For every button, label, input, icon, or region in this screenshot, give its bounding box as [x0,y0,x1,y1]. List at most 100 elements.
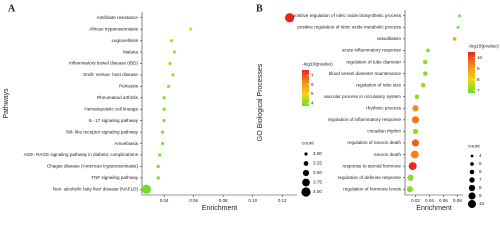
size-legend-dot [301,187,311,197]
size-legend-dot [302,169,310,177]
size-legend-title: count [302,140,314,146]
color-tick-label: 8 [477,77,480,82]
y-tick-label: response to steroid hormone [343,163,402,168]
x-tick-label: 0.04 [160,198,169,203]
y-tick-label: Graft- versus- host disease [83,72,139,77]
point [420,82,426,88]
point [422,59,428,65]
size-legend-label: 3.50 [313,170,322,175]
y-tick-label: regulation of tube diameter [346,59,401,64]
point [414,94,420,99]
x-tick-label: 0.06 [189,198,198,203]
point [456,25,460,29]
x-tick-label: 0.08 [219,198,228,203]
y-tick-label: Chagas disease (American trypanosomiasis… [47,164,139,169]
size-legend-dot [469,177,475,183]
point [158,153,162,157]
point [285,13,295,23]
y-tick-label: Pertussis [119,84,139,89]
point [411,116,420,124]
color-tick-label: 9 [477,66,480,71]
size-legend-label: 6 [479,169,482,174]
y-tick-label: circadian rhythm [367,129,401,134]
x-tick-label: 0.06 [439,198,448,203]
point [169,38,174,43]
point [412,105,419,112]
size-legend-dot [469,169,475,175]
x-axis-title: Enrichment [416,205,451,212]
size-legend-label: 3.25 [313,161,322,166]
y-tick-label: Inflammatory bowel disease (IBD) [69,61,138,66]
color-tick-label: 10 [477,55,483,60]
point [162,107,166,111]
y-tick-label: blood vessel diameter maintenance [329,71,402,76]
size-legend-dot [468,184,476,192]
color-tick-label: 5 [311,91,314,96]
point [408,162,417,171]
size-legend-dot [470,162,474,166]
point [141,184,152,194]
y-tick-label: acute inflammatory response [342,48,401,53]
point [172,50,177,54]
point [156,176,160,180]
point [407,174,414,181]
size-legend-label: 10 [479,201,485,206]
chart: A Pathways Enrichment 0.04 0.06 0.08 0.10 0.12 A… [3,3,499,212]
y-tick-label: Malaria [123,49,139,54]
point [412,128,419,135]
y-axis-title: Pathways [3,88,10,119]
y-tick-label: Legionellosis [111,38,138,43]
point [162,119,166,123]
size-legend-label: 5 [479,161,482,166]
y-tick-label: rhythmic process [366,106,401,111]
y-tick-label: regulation of neuron death [347,140,401,145]
point [161,141,165,146]
x-axis-title: Enrichment [202,205,237,212]
y-tick-label: AGE- RAGE signaling pathway in diabetic … [24,152,139,157]
y-tick-label: Hematopoietic cell lineage [84,106,138,111]
y-tick-label: regulation of tube size [356,82,401,87]
y-tick-label: neuron death [374,152,402,157]
x-tick-label: 0.10 [248,198,257,203]
point [406,186,414,193]
size-legend-label: 3.75 [313,180,322,185]
size-legend-dot [303,161,309,166]
y-tick-label: Non- alcoholic fatty liver disease (NAFL… [53,187,139,192]
y-tick-label: positive regulation of nitric oxide meta… [297,25,401,30]
x-tick-label: 0.04 [425,198,434,203]
point [168,61,172,66]
x-tick-label: 0.12 [278,198,287,203]
size-legend-label: 4 [479,153,482,158]
y-tick-label: positive regulation of nitric oxide bios… [293,13,402,18]
color-tick-label: 6 [311,82,314,87]
size-legend-title: count [468,143,480,149]
y-tick-label: Toll- like receptor signaling pathway [65,129,138,134]
color-tick-label: 7 [311,73,314,78]
panel-label: A [8,3,16,14]
x-tick-label: 0.02 [411,198,420,203]
size-legend-label: 7 [479,177,482,182]
x-tick-label: 0.08 [453,198,462,203]
size-legend-dot [470,154,474,158]
color-legend-title: -log10(pvalue) [468,43,499,49]
y-axis-title: GO Biological Processes [257,63,264,141]
point [452,37,457,41]
point [426,48,430,53]
point [411,139,420,147]
size-legend-label: 8 [479,185,482,190]
size-legend-dot [468,200,476,208]
point [166,84,171,88]
y-tick-label: Rheumatoid arthritis [97,95,139,100]
y-tick-label: Antifolate resistance [97,15,139,20]
color-tick-label: 4 [311,100,314,105]
point [161,130,165,134]
y-tick-label: TNF signaling pathway [91,175,138,180]
size-legend-dot [304,152,308,156]
size-legend-label: 4.00 [313,189,322,194]
size-legend-dot [468,192,476,200]
y-tick-label: Amoebiasis [114,141,138,146]
point [458,14,461,18]
y-tick-label: regulation of hormone levels [343,186,401,191]
point [422,71,428,76]
color-tick-label: 7 [477,88,480,93]
